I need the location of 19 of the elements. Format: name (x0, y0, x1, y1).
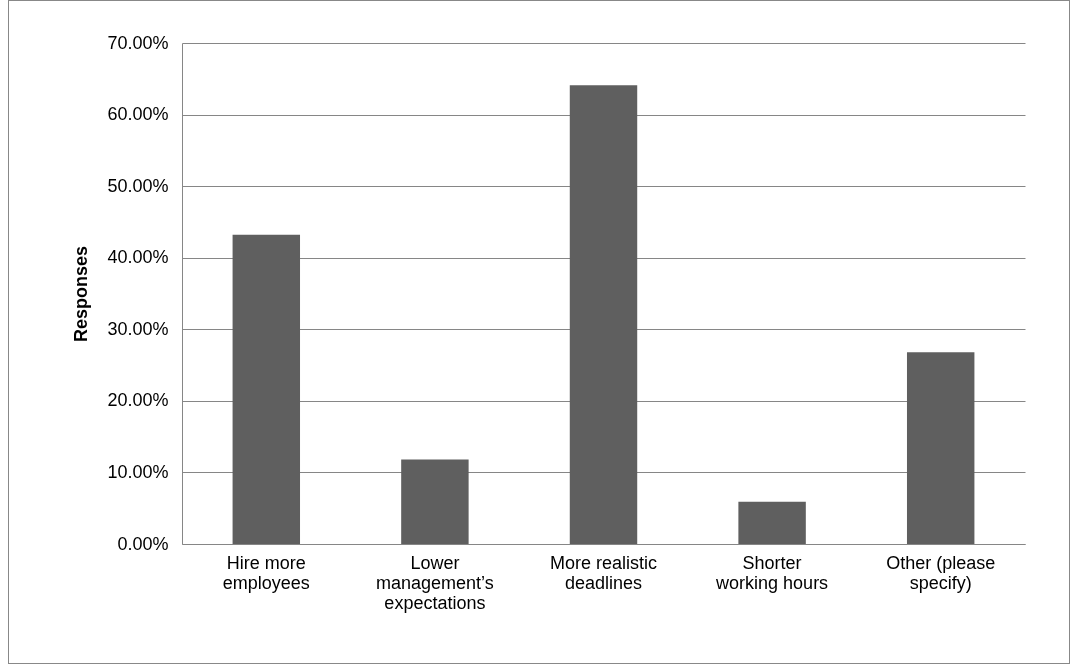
bar (232, 234, 301, 544)
y-tick-label: 40.00% (107, 247, 169, 268)
y-tick-label: 0.00% (117, 533, 169, 554)
y-tick-label: 50.00% (107, 175, 169, 196)
y-tick-label: 20.00% (107, 390, 169, 411)
bar (401, 459, 469, 544)
y-tick-label: 30.00% (107, 318, 169, 339)
bar (738, 501, 806, 544)
bar (906, 352, 975, 544)
x-tick-label: Other (please specify) (886, 552, 996, 593)
bar (569, 85, 638, 544)
x-tick-label: Hire more employees (222, 552, 310, 593)
x-tick-label: Shorter working hours (715, 552, 829, 593)
y-axis-title: Responses (71, 245, 92, 343)
y-tick-label: 70.00% (107, 32, 169, 53)
y-tick-label: 60.00% (107, 104, 169, 125)
y-tick-label: 10.00% (107, 461, 169, 482)
x-tick-label: More realistic deadlines (549, 552, 658, 593)
x-tick-label: Lower management’s expectations (376, 552, 494, 613)
